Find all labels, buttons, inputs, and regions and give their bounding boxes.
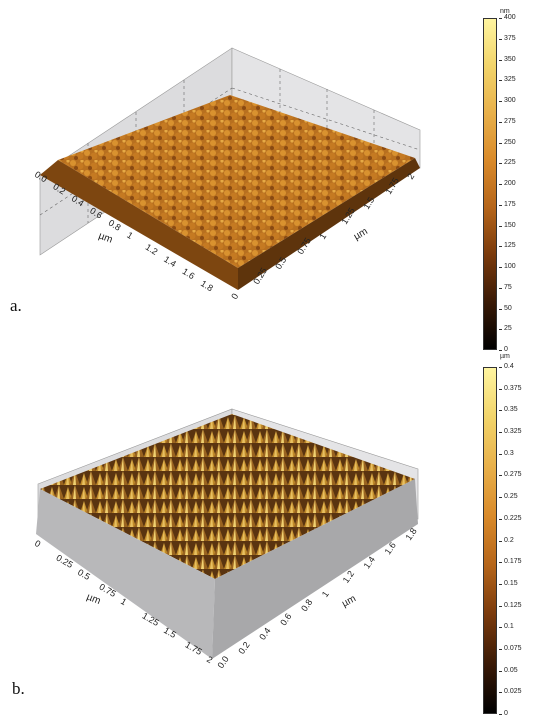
colorbar-tick: 275 (499, 118, 516, 125)
afm-panel-a: 0.0 0.2 0.4 0.6 0.8 1 1.2 1.4 1.6 1.8 0 0.25 0.5 0.7… (10, 8, 536, 353)
colorbar-tick: 0 (499, 710, 508, 717)
axis-tick-label: 0.0 (215, 654, 230, 670)
afm-surface-plot-a: 0.00.20.40.60.811.21.41.61.8 00.250.50.7… (33, 47, 421, 302)
colorbar-tick: 0.05 (499, 667, 518, 674)
colorbar-b: µm 0 0.025 0.05 0.075 0.1 0.125 0.15 0.175 0.2 0.… (480, 353, 536, 718)
colorbar-tick: 225 (499, 159, 516, 166)
colorbar-unit-b: µm (500, 353, 510, 360)
afm-panel-b: 0 0.25 0.5 0.75 1 1.25 1.5 1.75 2 0.0 0.2 0.4 0.6 0.… (0, 353, 536, 718)
colorbar-tick: 250 (499, 139, 516, 146)
colorbar-tick: 150 (499, 222, 516, 229)
surface-top-a (58, 95, 415, 268)
colorbar-tick: 50 (499, 305, 512, 312)
axis-tick-label: 1.2 (144, 242, 160, 257)
colorbar-tick: 0.3 (499, 450, 514, 457)
colorbar-tick: 0.25 (499, 493, 518, 500)
colorbar-tick: 200 (499, 180, 516, 187)
panel-label-b: b. (12, 679, 25, 698)
axis-tick-label: 1 (125, 230, 135, 241)
colorbar-tick: 350 (499, 56, 516, 63)
front-face-right-a (238, 158, 420, 290)
colorbar-unit-a: nm (500, 8, 510, 15)
colorbar-tick: 300 (499, 97, 516, 104)
axis-tick-label: 2 (205, 654, 214, 665)
colorbar-tick: 0.225 (499, 515, 522, 522)
axis-tick-label: 1.6 (181, 266, 197, 281)
axis-left-name-b: µm (85, 592, 102, 607)
colorbar-tick: 0.125 (499, 602, 522, 609)
colorbar-gradient-a (483, 18, 497, 350)
colorbar-tick: 0 (499, 346, 508, 353)
axis-tick-label: 0.2 (236, 640, 251, 656)
colorbar-tick: 0.275 (499, 471, 522, 478)
colorbar-tick: 25 (499, 325, 512, 332)
front-face-left-b (36, 489, 215, 659)
front-face-left-a (40, 160, 238, 290)
colorbar-tick: 175 (499, 201, 516, 208)
axis-tick-label: 0 (33, 538, 42, 549)
colorbar-tick: 0.2 (499, 537, 514, 544)
colorbar-tick: 0.025 (499, 688, 522, 695)
colorbar-tick: 325 (499, 76, 516, 83)
colorbar-tick: 0.075 (499, 645, 522, 652)
colorbar-tick: 375 (499, 35, 516, 42)
surface-top-b (40, 414, 415, 579)
colorbar-tick: 100 (499, 263, 516, 270)
colorbar-tick: 0.175 (499, 558, 522, 565)
colorbar-tick: 0.15 (499, 580, 518, 587)
axis-tick-label: 0 (229, 292, 240, 302)
axis-tick-label: 1.4 (162, 254, 178, 269)
colorbar-tick: 0.4 (499, 363, 514, 370)
front-face-right-b (212, 479, 418, 659)
colorbar-a: nm 0 25 50 75 100 125 150 175 200 225 250 275 300 325… (480, 8, 536, 353)
colorbar-gradient-b (483, 367, 497, 714)
colorbar-tick: 0.1 (499, 623, 514, 630)
colorbar-tick: 0.35 (499, 406, 518, 413)
axis-tick-label: 2 (405, 172, 416, 182)
colorbar-tick: 0.325 (499, 428, 522, 435)
panel-label-a: a. (10, 296, 22, 315)
axis-tick-label: 1.8 (199, 278, 215, 293)
colorbar-tick: 0.375 (499, 385, 522, 392)
axis-tick-label: 0.4 (257, 626, 272, 642)
axis-left-name-a: µm (97, 230, 114, 245)
axis-tick-label: 1 (320, 589, 331, 599)
colorbar-tick: 125 (499, 242, 516, 249)
axis-tick-label: 1 (317, 232, 328, 242)
colorbar-tick: 75 (499, 284, 512, 291)
axis-tick-label: 1 (119, 596, 128, 607)
axis-right-name-a: µm (352, 226, 370, 243)
axis-right-name-b: µm (340, 593, 358, 609)
colorbar-tick: 400 (499, 14, 516, 21)
